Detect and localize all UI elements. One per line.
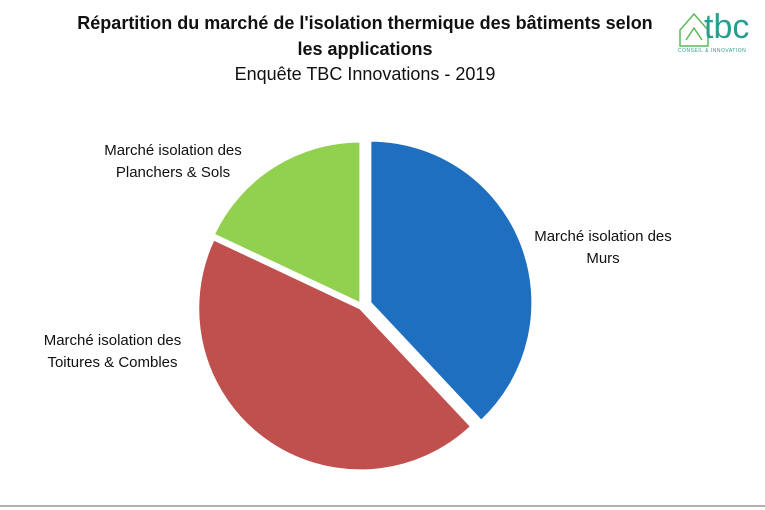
slice-label: Marché isolation des Murs: [534, 228, 672, 267]
logo-name: tbc: [704, 8, 750, 46]
chart-title: Répartition du marché de l'isolation the…: [77, 13, 653, 59]
logo-tagline: CONSEIL & INNOVATION: [678, 48, 747, 54]
pie-slice: [212, 140, 362, 306]
pie-slice: [197, 238, 473, 472]
slice-label: Marché isolation des Toitures & Combles: [43, 332, 182, 371]
chart-subtitle: Enquête TBC Innovations - 2019: [234, 64, 496, 84]
logo-icon: [679, 12, 709, 47]
pie-slice: [369, 139, 534, 423]
slice-label: Marché isolation des Planchers & Sols: [104, 142, 242, 181]
